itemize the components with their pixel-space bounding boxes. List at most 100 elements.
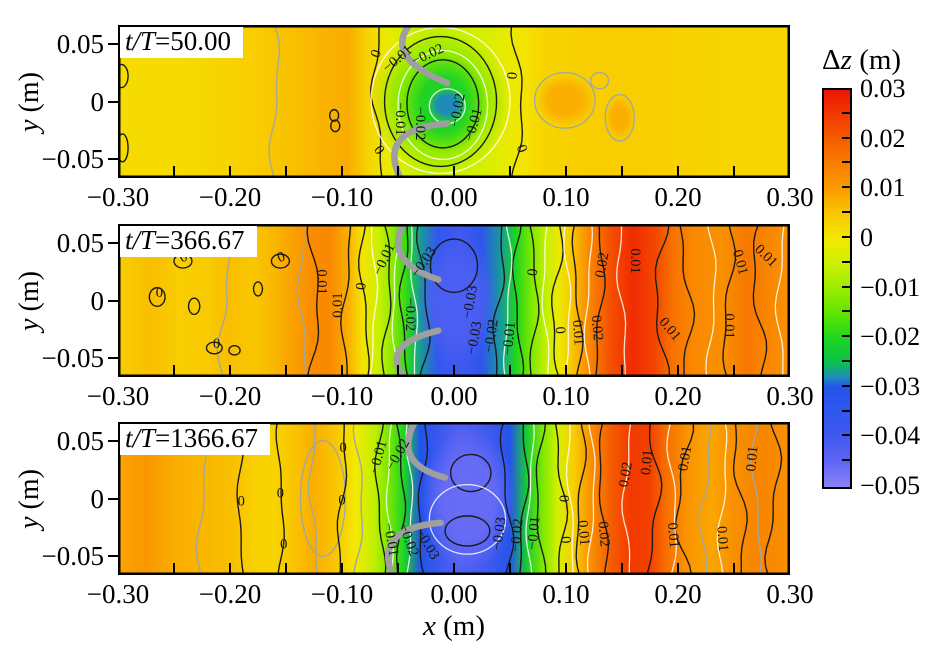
contour-label: 0 bbox=[213, 336, 220, 352]
contour-label: −0.03 bbox=[464, 320, 486, 356]
contour-line bbox=[307, 422, 319, 575]
contour-label: −0.02 bbox=[402, 298, 418, 332]
contour-label: 0 bbox=[156, 285, 163, 301]
contour-panel-1: 0 0 0 0 0.01 0.01 0 −0.01 −0.02 −0.03 −0.03 −0.03 −0… bbox=[118, 224, 790, 377]
contour-label: 0 bbox=[338, 492, 345, 508]
heatmap-blob bbox=[428, 87, 467, 123]
contour-line bbox=[395, 422, 407, 575]
y-axis-title-var: y bbox=[14, 318, 45, 331]
panel-border bbox=[118, 25, 790, 178]
contour-line bbox=[722, 224, 737, 377]
contour-label: −0.01 bbox=[525, 516, 544, 551]
colorbar-tick bbox=[842, 434, 850, 437]
contour-label: −0.01 bbox=[380, 522, 402, 558]
contour-line bbox=[228, 345, 241, 356]
contour-line bbox=[646, 422, 663, 575]
colorbar-title-delta: Δ bbox=[822, 44, 841, 76]
colorbar-tick-label: 0 bbox=[860, 222, 873, 252]
contour-label: 0.02 bbox=[595, 521, 613, 548]
colorbar-tick-label: 0.01 bbox=[860, 173, 906, 203]
contour-line bbox=[336, 422, 348, 575]
y-tick bbox=[108, 357, 118, 360]
contour-label: 0.01 bbox=[664, 522, 682, 549]
colorbar-tick-label: −0.02 bbox=[860, 322, 921, 352]
colorbar-tick bbox=[842, 211, 850, 214]
x-tick-label: −0.10 bbox=[310, 381, 374, 411]
contour-line bbox=[604, 93, 636, 142]
contour-line bbox=[586, 422, 596, 575]
y-tick-label: −0.05 bbox=[41, 343, 104, 374]
x-tick-label: 0.10 bbox=[542, 381, 590, 411]
contour-panel-0: 0 0 0 0 −0.01 −0.02 −0.02 −0.01 −0.01 −0.02 t/T=50… bbox=[118, 25, 790, 178]
colorbar-tick bbox=[842, 111, 850, 114]
time-variable: t/T bbox=[125, 26, 156, 56]
contour-line bbox=[705, 224, 717, 377]
y-tick-label: 0 bbox=[90, 86, 105, 117]
y-tick bbox=[108, 158, 118, 161]
contour-line bbox=[764, 422, 783, 575]
contour-line bbox=[732, 422, 748, 575]
contour-label: 0.02 bbox=[592, 251, 612, 279]
contour-line bbox=[499, 422, 515, 575]
contour-line bbox=[716, 422, 728, 575]
contour-line bbox=[444, 515, 491, 547]
x-tick-label: 0.30 bbox=[766, 381, 814, 411]
contour-label: −0.02 bbox=[481, 318, 502, 353]
contour-line bbox=[598, 422, 610, 575]
stem-arc bbox=[391, 120, 451, 178]
y-tick-label: 0 bbox=[90, 483, 105, 514]
stem-arc bbox=[399, 25, 451, 87]
colorbar-tick-label: −0.04 bbox=[860, 421, 921, 451]
contour-label: 0 bbox=[280, 536, 287, 552]
colorbar-tick bbox=[842, 310, 850, 313]
contour-line bbox=[374, 422, 387, 575]
y-axis-title-var: y bbox=[14, 119, 45, 132]
stem-arc bbox=[394, 224, 442, 283]
y-axis-title-unit: (m) bbox=[14, 270, 45, 318]
contour-line bbox=[510, 25, 524, 178]
contour-line bbox=[589, 71, 610, 90]
contour-line bbox=[752, 224, 768, 377]
contour-line bbox=[666, 422, 677, 575]
y-axis-title: y (m) bbox=[14, 469, 46, 529]
colorbar-tick bbox=[842, 335, 850, 338]
contour-line bbox=[519, 422, 530, 575]
x-axis-title-var: x bbox=[423, 610, 436, 642]
contour-label: 0 bbox=[339, 440, 346, 456]
contour-line bbox=[616, 224, 627, 377]
panel-border bbox=[118, 422, 790, 575]
contour-line bbox=[118, 63, 129, 89]
contour-label: 0 bbox=[552, 326, 569, 335]
contour-line bbox=[575, 422, 587, 575]
time-variable: t/T bbox=[125, 225, 156, 255]
contour-line bbox=[118, 133, 129, 163]
contour-line bbox=[774, 224, 785, 377]
contour-line bbox=[385, 422, 394, 575]
colorbar-tick-label: 0.03 bbox=[860, 74, 906, 103]
y-axis-title-var: y bbox=[14, 516, 45, 529]
contour-label: 0.01 bbox=[713, 525, 731, 552]
contour-line bbox=[492, 224, 506, 377]
y-tick bbox=[108, 555, 118, 558]
contour-line bbox=[383, 35, 498, 168]
y-tick-label: 0 bbox=[90, 285, 105, 316]
contour-line bbox=[449, 453, 492, 493]
colorbar-tick-label: 0.02 bbox=[860, 123, 906, 153]
contour-line bbox=[299, 439, 347, 558]
contour-line bbox=[533, 71, 596, 129]
contour-line bbox=[674, 422, 695, 575]
contour-line bbox=[541, 224, 550, 377]
contour-label: 0.01 bbox=[574, 520, 592, 547]
heatmap-blob bbox=[534, 73, 596, 127]
colorbar-title: Δz (m) bbox=[822, 44, 901, 77]
contour-label: 0 bbox=[555, 495, 571, 502]
y-tick bbox=[108, 100, 118, 103]
colorbar-tick-label: −0.01 bbox=[860, 272, 921, 302]
x-tick-label: 0.00 bbox=[430, 579, 478, 609]
colorbar-tick bbox=[842, 260, 850, 263]
contour-label: 0.02 bbox=[588, 315, 606, 342]
colorbar-tick bbox=[842, 186, 850, 189]
x-tick-label: −0.20 bbox=[198, 381, 262, 411]
time-value: =50.00 bbox=[155, 26, 232, 56]
y-tick-label: 0.05 bbox=[56, 227, 104, 258]
